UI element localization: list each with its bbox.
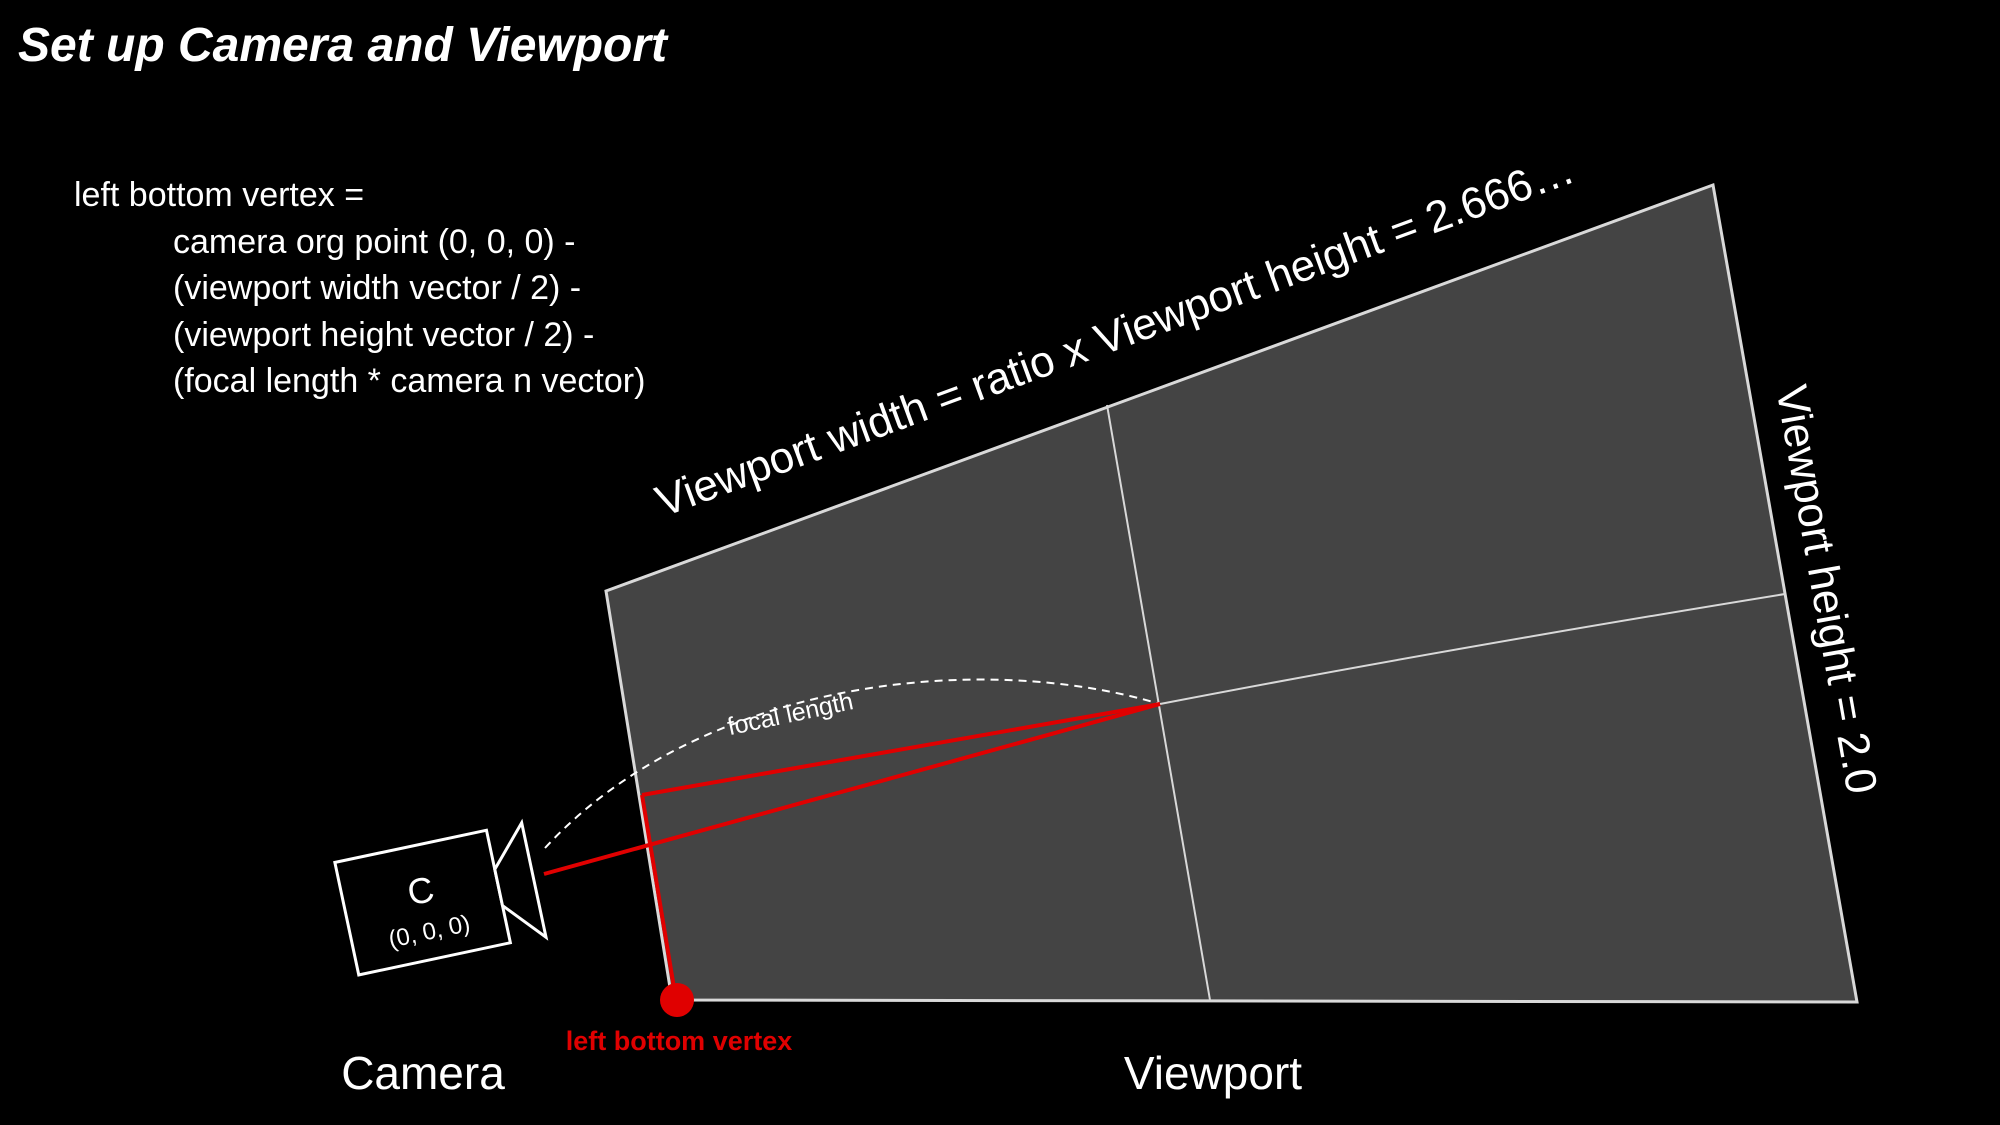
camera-to-center-line xyxy=(543,702,1161,876)
left-bottom-vertex-dot xyxy=(660,983,694,1017)
left-bottom-vertex-label: left bottom vertex xyxy=(566,1026,793,1056)
camera-caption: Camera xyxy=(341,1047,505,1099)
viewport-caption: Viewport xyxy=(1124,1047,1302,1099)
formula-heading: left bottom vertex = xyxy=(74,176,365,214)
camera-icon: C (0, 0, 0) xyxy=(333,818,549,977)
viewport-plane xyxy=(604,182,1859,1004)
formula-term-width-half: (viewport width vector / 2) - xyxy=(173,269,582,307)
focal-length-arc xyxy=(544,678,1161,849)
formula-block: left bottom vertex = camera org point (0… xyxy=(74,172,645,405)
formula-term-camera-origin: camera org point (0, 0, 0) - xyxy=(173,222,576,261)
formula-term-height-half: (viewport height vector / 2) - xyxy=(173,315,595,354)
half-height-line xyxy=(640,794,678,1001)
slide-title: Set up Camera and Viewport xyxy=(18,19,668,72)
formula-term-focal: (focal length * camera n vector) xyxy=(173,362,646,400)
camera-lens xyxy=(493,818,549,941)
half-width-line xyxy=(641,702,1161,797)
viewport-horizontal-midline xyxy=(1159,593,1786,705)
